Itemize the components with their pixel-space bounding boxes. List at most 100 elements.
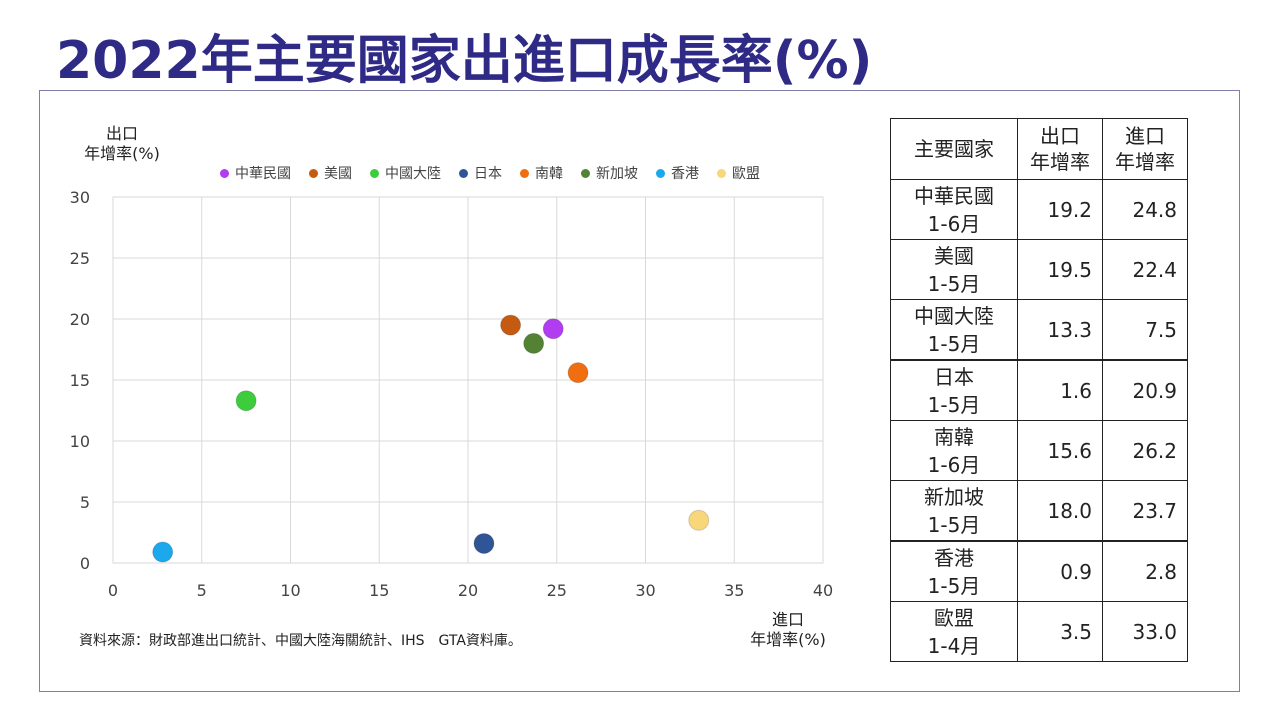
y-tick-label: 15 [70,371,90,390]
x-tick-label: 35 [724,581,744,600]
data-point [500,314,522,336]
header-export-line2: 年增率 [1030,150,1090,174]
y-tick-label: 0 [80,554,90,573]
table-row: 南韓 1-6月 15.6 26.2 [890,420,1188,481]
header-export-line1: 出口 [1040,124,1080,148]
y-tick-label: 20 [70,310,90,329]
country-name: 新加坡 [924,484,984,509]
country-period: 1-6月 [927,211,981,236]
country-period: 1-5月 [927,512,981,537]
country-period: 1-5月 [927,331,981,356]
table-header-row: 主要國家 出口 年增率 進口 年增率 [890,118,1188,180]
row-import-value: 22.4 [1102,239,1188,300]
legend-marker-icon [656,168,665,178]
row-export-value: 3.5 [1017,601,1103,662]
legend-item: 新加坡 [581,163,638,183]
legend-label: 中國大陸 [385,166,441,182]
table-row: 中華民國 1-6月 19.2 24.8 [890,179,1188,240]
x-tick-label: 40 [813,581,833,600]
legend-item: 美國 [309,163,352,183]
table-row: 香港 1-5月 0.9 2.8 [890,540,1188,602]
table-row: 中國大陸 1-5月 13.3 7.5 [890,299,1188,361]
data-point [523,332,545,354]
legend-item: 中國大陸 [370,163,441,183]
x-axis-label: 進口 年增率(%) [738,610,838,650]
country-period: 1-5月 [927,573,981,598]
country-period: 1-5月 [927,392,981,417]
row-import-value: 26.2 [1102,420,1188,481]
row-import-value: 20.9 [1102,359,1188,421]
row-country: 新加坡 1-5月 [890,480,1018,542]
country-name: 歐盟 [934,605,974,630]
country-name: 中華民國 [914,183,994,208]
row-export-value: 19.2 [1017,179,1103,240]
header-import: 進口 年增率 [1102,118,1188,180]
x-tick-label: 20 [458,581,478,600]
legend-marker-icon [717,168,726,178]
header-import-line1: 進口 [1125,124,1165,148]
legend-label: 美國 [324,166,352,182]
row-export-value: 19.5 [1017,239,1103,300]
header-country: 主要國家 [890,118,1018,180]
legend-label: 歐盟 [732,166,760,182]
header-export: 出口 年增率 [1017,118,1103,180]
y-tick-label: 25 [70,249,90,268]
data-point [152,541,174,563]
x-tick-label: 5 [197,581,207,600]
x-axis-label-line1: 進口 [771,610,804,629]
legend-label: 新加坡 [596,166,638,182]
country-name: 日本 [934,364,974,389]
country-name: 南韓 [934,424,974,449]
row-export-value: 18.0 [1017,480,1103,542]
legend-marker-icon [220,168,229,178]
legend-item: 日本 [459,163,502,183]
row-country: 南韓 1-6月 [890,420,1018,481]
y-axis-label-line2: 年增率(%) [84,144,160,163]
data-point [688,509,710,531]
legend-marker-icon [309,168,318,178]
x-tick-label: 30 [635,581,655,600]
country-name: 中國大陸 [914,303,994,328]
table-row: 歐盟 1-4月 3.5 33.0 [890,601,1188,662]
data-point [473,532,495,554]
table-row: 日本 1-5月 1.6 20.9 [890,359,1188,421]
country-period: 1-5月 [927,271,981,296]
country-period: 1-6月 [927,452,981,477]
legend-label: 南韓 [535,166,563,182]
row-import-value: 23.7 [1102,480,1188,542]
data-point [235,390,257,412]
legend-item: 歐盟 [717,163,760,183]
row-country: 美國 1-5月 [890,239,1018,300]
row-export-value: 13.3 [1017,299,1103,361]
row-export-value: 1.6 [1017,359,1103,421]
y-axis-label: 出口 年增率(%) [72,124,172,164]
y-tick-label: 10 [70,432,90,451]
x-axis-label-line2: 年增率(%) [750,630,826,649]
table-row: 美國 1-5月 19.5 22.4 [890,239,1188,300]
source-note: 資料來源：財政部進出口統計、中國大陸海關統計、IHS GTA資料庫。 [79,633,522,649]
legend-item: 中華民國 [220,163,291,183]
y-tick-label: 5 [80,493,90,512]
legend-item: 香港 [656,163,699,183]
x-tick-label: 15 [369,581,389,600]
header-import-line2: 年增率 [1115,150,1175,174]
content-frame [39,90,1240,692]
legend-label: 日本 [474,166,502,182]
country-period: 1-4月 [927,633,981,658]
legend-label: 香港 [671,166,699,182]
legend-marker-icon [581,168,590,178]
row-import-value: 2.8 [1102,540,1188,602]
legend-marker-icon [459,168,468,178]
row-export-value: 15.6 [1017,420,1103,481]
row-country: 中國大陸 1-5月 [890,299,1018,361]
legend-marker-icon [520,168,529,178]
country-name: 香港 [934,545,974,570]
growth-table: 主要國家 出口 年增率 進口 年增率 中華民國 1-6月 19.2 24.8 美國 1-5… [890,118,1188,662]
country-name: 美國 [934,243,974,268]
y-axis-label-line1: 出口 [105,124,138,143]
legend-label: 中華民國 [235,166,291,182]
row-country: 歐盟 1-4月 [890,601,1018,662]
row-country: 香港 1-5月 [890,540,1018,602]
row-export-value: 0.9 [1017,540,1103,602]
